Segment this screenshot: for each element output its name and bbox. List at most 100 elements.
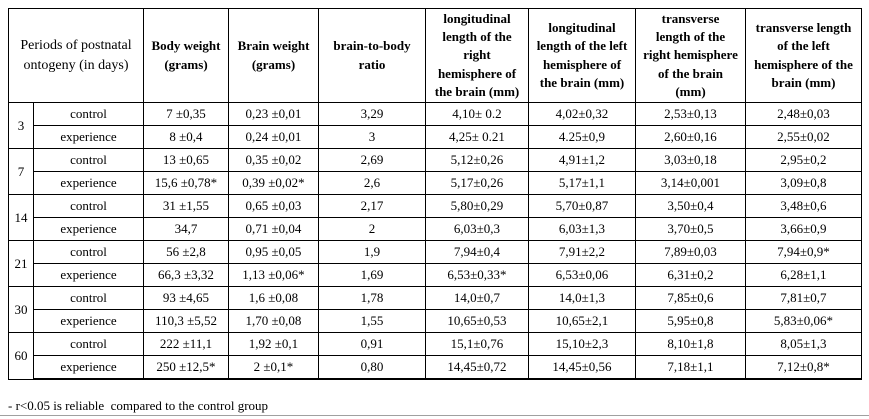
- table-header-row: Periods of postnatal ontogeny (in days) …: [8, 8, 862, 103]
- value-cell: 0,65 ±0,03: [228, 194, 319, 218]
- value-cell: 3,09±0,8: [745, 171, 862, 195]
- value-cell: 6,03±1,3: [528, 217, 636, 241]
- value-cell: 1,78: [318, 286, 426, 310]
- table-row: 21 control 56 ±2,8 0,95 ±0,05 1,9 7,94±0,4 7,9…: [8, 240, 862, 287]
- table-row: experience 34,7 0,71 ±0,04 2 6,03±0,3 6,03±1,…: [9, 217, 862, 241]
- table-row: experience 15,6 ±0,78* 0,39 ±0,02* 2,6 5,17±…: [9, 171, 862, 195]
- value-cell: 15,1±0,76: [425, 332, 529, 356]
- group-label-cell: experience: [33, 309, 144, 333]
- value-cell: 2,55±0,02: [745, 125, 862, 149]
- value-cell: 14,45±0,56: [528, 355, 636, 380]
- group-label-cell: experience: [33, 125, 144, 149]
- day-cell: 21: [8, 240, 34, 287]
- value-cell: 5,80±0,29: [425, 194, 529, 218]
- table-row: 3 control 7 ±0,35 0,23 ±0,01 3,29 4,10± 0.2 4,…: [8, 102, 862, 149]
- value-cell: 1,69: [318, 263, 426, 287]
- value-cell: 66,3 ±3,32: [143, 263, 229, 287]
- value-cell: 7,89±0,03: [635, 240, 746, 264]
- value-cell: 5,70±0,87: [528, 194, 636, 218]
- group-label-cell: control: [33, 286, 144, 310]
- value-cell: 7,85±0,6: [635, 286, 746, 310]
- value-cell: 7,12±0,8*: [745, 355, 862, 380]
- group-label-cell: control: [33, 102, 144, 126]
- value-cell: 1,70 ±0,08: [228, 309, 319, 333]
- value-cell: 8 ±0,4: [143, 125, 229, 149]
- value-cell: 15,6 ±0,78*: [143, 171, 229, 195]
- footnote: - r<0.05 is reliable compared to the con…: [8, 398, 269, 413]
- value-cell: 3,03±0,18: [635, 148, 746, 172]
- value-cell: 0,80: [318, 355, 426, 380]
- value-cell: 5,12±0,26: [425, 148, 529, 172]
- table-row: 60 control 222 ±11,1 1,92 ±0,1 0,91 15,1±0,76…: [8, 332, 862, 380]
- table-row: 30 control 93 ±4,65 1,6 ±0,08 1,78 14,0±0,7 14…: [8, 286, 862, 333]
- value-cell: 2,53±0,13: [635, 102, 746, 126]
- bottom-divider: [0, 415, 869, 416]
- value-cell: 14,0±1,3: [528, 286, 636, 310]
- value-cell: 1,92 ±0,1: [228, 332, 319, 356]
- header-brain-to-body-ratio: brain-to-body ratio: [318, 8, 426, 103]
- ontogeny-table: Periods of postnatal ontogeny (in days) …: [8, 8, 862, 380]
- value-cell: 2: [318, 217, 426, 241]
- value-cell: 222 ±11,1: [143, 332, 229, 356]
- value-cell: 14,0±0,7: [425, 286, 529, 310]
- header-brain-weight: Brain weight (grams): [228, 8, 319, 103]
- table-body: 3 control 7 ±0,35 0,23 ±0,01 3,29 4,10± 0.2 4,…: [8, 102, 862, 380]
- table-row: 7 control 13 ±0,65 0,35 ±0,02 2,69 5,12±0,26 4…: [8, 148, 862, 195]
- table-row: experience 250 ±12,5* 2 ±0,1* 0,80 14,45±0,7…: [9, 355, 862, 380]
- value-cell: 4,02±0,32: [528, 102, 636, 126]
- value-cell: 7,81±0,7: [745, 286, 862, 310]
- header-transverse-left: transverse length of the left hemisphere…: [745, 8, 862, 103]
- value-cell: 2,17: [318, 194, 426, 218]
- value-cell: 0,23 ±0,01: [228, 102, 319, 126]
- value-cell: 2,6: [318, 171, 426, 195]
- value-cell: 0,71 ±0,04: [228, 217, 319, 241]
- value-cell: 7,18±1,1: [635, 355, 746, 380]
- value-cell: 5,95±0,8: [635, 309, 746, 333]
- value-cell: 10,65±0,53: [425, 309, 529, 333]
- value-cell: 56 ±2,8: [143, 240, 229, 264]
- value-cell: 2,60±0,16: [635, 125, 746, 149]
- value-cell: 2,95±0,2: [745, 148, 862, 172]
- value-cell: 3,14±0,001: [635, 171, 746, 195]
- value-cell: 0,95 ±0,05: [228, 240, 319, 264]
- value-cell: 0,24 ±0,01: [228, 125, 319, 149]
- value-cell: 5,17±0,26: [425, 171, 529, 195]
- value-cell: 4,10± 0.2: [425, 102, 529, 126]
- value-cell: 8,05±1,3: [745, 332, 862, 356]
- value-cell: 7,91±2,2: [528, 240, 636, 264]
- day-cell: 60: [8, 332, 34, 380]
- value-cell: 3,66±0,9: [745, 217, 862, 241]
- header-longitudinal-left: longitudinal length of the left hemisphe…: [528, 8, 636, 103]
- value-cell: 3,48±0,6: [745, 194, 862, 218]
- header-longitudinal-right: longitudinal length of the right hemisph…: [425, 8, 529, 103]
- header-body-weight: Body weight (grams): [143, 8, 229, 103]
- value-cell: 8,10±1,8: [635, 332, 746, 356]
- value-cell: 15,10±2,3: [528, 332, 636, 356]
- value-cell: 110,3 ±5,52: [143, 309, 229, 333]
- group-label-cell: experience: [33, 171, 144, 195]
- table-row: experience 8 ±0,4 0,24 ±0,01 3 4,25± 0.21 4.2…: [9, 125, 862, 149]
- value-cell: 6,31±0,2: [635, 263, 746, 287]
- value-cell: 13 ±0,65: [143, 148, 229, 172]
- table-row: experience 110,3 ±5,52 1,70 ±0,08 1,55 10,65…: [9, 309, 862, 333]
- group-label-cell: experience: [33, 263, 144, 287]
- value-cell: 4,25± 0.21: [425, 125, 529, 149]
- value-cell: 6,53±0,33*: [425, 263, 529, 287]
- value-cell: 5,17±1,1: [528, 171, 636, 195]
- value-cell: 7,94±0,9*: [745, 240, 862, 264]
- value-cell: 34,7: [143, 217, 229, 241]
- day-cell: 3: [8, 102, 34, 149]
- header-transverse-right: transverse length of the right hemispher…: [635, 8, 746, 103]
- value-cell: 6,03±0,3: [425, 217, 529, 241]
- value-cell: 1,9: [318, 240, 426, 264]
- value-cell: 7 ±0,35: [143, 102, 229, 126]
- table-row: experience 66,3 ±3,32 1,13 ±0,06* 1,69 6,53±…: [9, 263, 862, 287]
- value-cell: 2 ±0,1*: [228, 355, 319, 380]
- value-cell: 3,29: [318, 102, 426, 126]
- value-cell: 10,65±2,1: [528, 309, 636, 333]
- group-label-cell: experience: [33, 355, 144, 380]
- value-cell: 31 ±1,55: [143, 194, 229, 218]
- value-cell: 4.25±0,9: [528, 125, 636, 149]
- day-cell: 30: [8, 286, 34, 333]
- value-cell: 0,35 ±0,02: [228, 148, 319, 172]
